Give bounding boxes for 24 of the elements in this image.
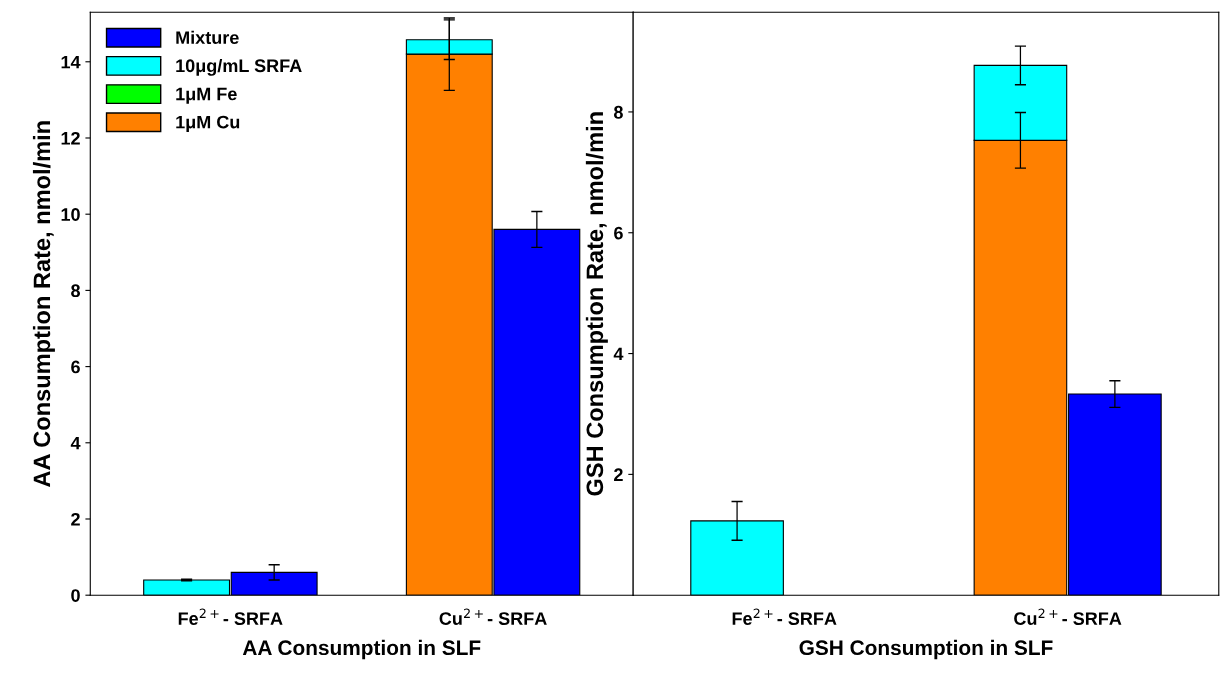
y-axis-title: GSH Consumption Rate, nmol/min [585,112,608,496]
y-tick-label: 6 [614,226,623,240]
y-tick-label: 10 [61,208,80,221]
x-tick-label: Fe$^{2+}$- SRFA [732,608,837,625]
x-tick-label: Cu$^{2+}$- SRFA [1014,608,1122,625]
x-axis-title: GSH Consumption in SLF [799,639,1053,660]
y-tick-label: 2 [614,468,623,481]
y-tick-label: 0 [71,589,80,602]
y-tick-label: 4 [613,347,624,361]
legend-label: 1μM Fe [176,87,237,104]
y-axis-title: AA Consumption Rate, nmol/min [32,121,55,487]
legend-label: 10μg/mL SRFA [176,58,302,76]
x-tick-label: Cu$^{2+}$- SRFA [439,608,547,625]
y-tick-label: 2 [71,512,80,526]
legend-label: Mixture [176,30,239,45]
y-tick-label: 8 [71,284,80,298]
x-axis-title: AA Consumption in SLF [242,639,481,660]
y-tick-label: 4 [70,436,81,450]
legend-label: 1μM Cu [176,115,240,132]
y-tick-label: 6 [71,360,80,374]
y-tick-label: 12 [61,131,80,145]
x-tick-label: Fe$^{2+}$- SRFA [178,608,283,625]
y-tick-label: 14 [61,55,81,69]
y-tick-label: 8 [613,105,623,119]
